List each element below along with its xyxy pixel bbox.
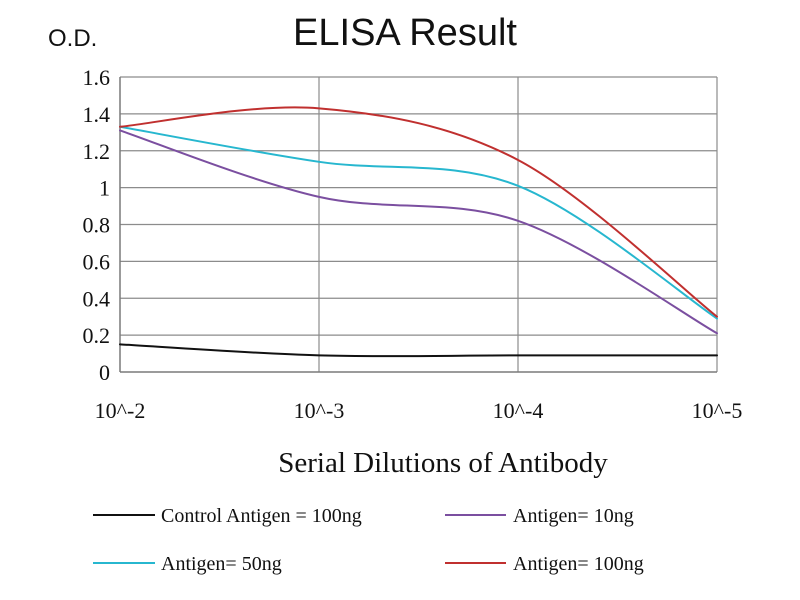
y-tick-label-2: 0.4 — [83, 286, 111, 311]
legend-item-3: Antigen= 100ng — [445, 553, 644, 575]
legend-item-2: Antigen= 50ng — [93, 553, 282, 575]
legend-label-0: Control Antigen = 100ng — [161, 505, 362, 527]
legend: Control Antigen = 100ng Antigen= 10ng Anti… — [93, 505, 644, 575]
y-tick-labels: 0 0.2 0.4 0.6 0.8 1 1.2 1.4 1.6 — [83, 65, 111, 385]
grid-lines — [120, 76, 718, 372]
legend-label-2: Antigen= 50ng — [161, 553, 282, 575]
legend-item-0: Control Antigen = 100ng — [93, 505, 362, 527]
y-axis-label: O.D. — [48, 25, 97, 52]
y-tick-label-5: 1 — [99, 176, 110, 201]
legend-item-1: Antigen= 10ng — [445, 505, 634, 527]
x-tick-label-1: 10^-3 — [294, 398, 345, 423]
legend-label-1: Antigen= 10ng — [513, 505, 634, 527]
legend-label-3: Antigen= 100ng — [513, 553, 644, 575]
series-line-1 — [119, 129, 718, 335]
series-lines — [119, 106, 718, 358]
x-tick-label-2: 10^-4 — [493, 398, 544, 423]
x-axis-label: Serial Dilutions of Antibody — [278, 447, 608, 479]
series-line-3 — [119, 106, 718, 318]
x-tick-labels: 10^-2 10^-3 10^-4 10^-5 — [95, 398, 743, 423]
y-tick-label-0: 0 — [99, 360, 110, 385]
series-line-0 — [119, 343, 718, 358]
y-tick-label-7: 1.4 — [83, 102, 111, 127]
y-tick-label-1: 0.2 — [83, 323, 111, 348]
x-tick-label-0: 10^-2 — [95, 398, 146, 423]
series-line-2 — [119, 125, 718, 320]
y-tick-label-8: 1.6 — [83, 65, 111, 90]
x-tick-label-3: 10^-5 — [692, 398, 743, 423]
chart-title: ELISA Result — [293, 12, 517, 54]
y-tick-label-3: 0.6 — [83, 249, 111, 274]
y-tick-label-4: 0.8 — [83, 213, 111, 238]
y-tick-label-6: 1.2 — [83, 139, 111, 164]
